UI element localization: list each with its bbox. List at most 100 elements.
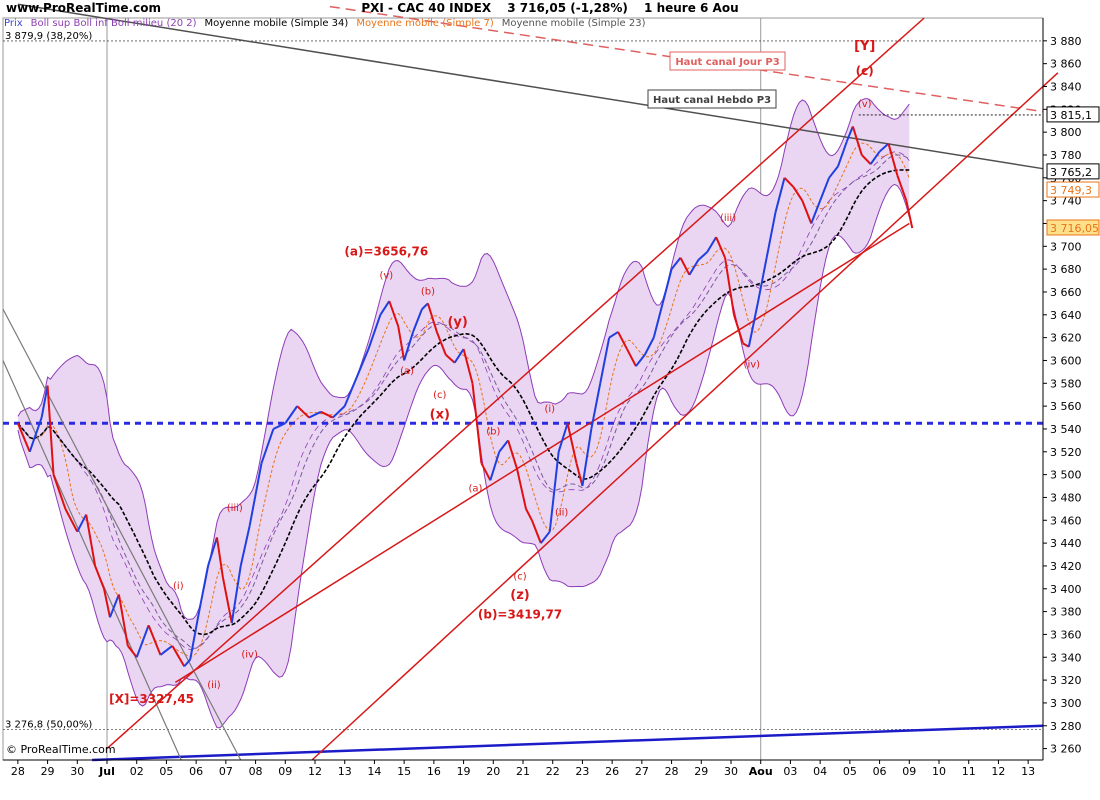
price-segment (575, 462, 584, 487)
price-segment (109, 594, 120, 618)
x-tick-label: 07 (219, 765, 233, 778)
price-segment (471, 383, 483, 464)
price-segment (198, 565, 210, 612)
trendline-label: Haut canal Hebdo P3 (653, 95, 771, 106)
x-tick-label: 13 (1021, 765, 1035, 778)
y-tick-label: 3 460 (1050, 514, 1082, 527)
y-tick-label: 3 500 (1050, 469, 1082, 482)
price-segment (819, 177, 830, 202)
price-segment (905, 200, 914, 229)
y-tick-label: 3 680 (1050, 263, 1082, 276)
wave-label: (v) (858, 99, 872, 110)
x-tick-label: 22 (546, 765, 560, 778)
price-tag: 3 749,3 (1050, 184, 1092, 197)
price-series (16, 126, 914, 668)
price-segment (608, 331, 619, 339)
price-segment (64, 508, 79, 533)
y-tick-label: 3 340 (1050, 651, 1082, 664)
price-segment (308, 410, 322, 419)
y-tick-label: 3 620 (1050, 332, 1082, 345)
price-segment (76, 514, 88, 533)
wave-label: (c) (856, 64, 874, 78)
wave-label: (b)=3419,77 (478, 607, 562, 621)
wave-label: (b) (486, 427, 500, 438)
trendline-label-box (669, 51, 786, 71)
price-segment (869, 150, 881, 165)
price-segment (715, 236, 726, 259)
trendlines: 3 879,9 (38,20%) 3 276,8 (50,00%) Haut can… (2, 3, 1059, 762)
y-tick-label: 3 520 (1050, 446, 1082, 459)
y-tick-label: 3 780 (1050, 149, 1082, 162)
ticker: PXI - CAC 40 INDEX (361, 1, 492, 15)
y-axis: 3 260 3 280 3 300 3 320 3 340 3 360 3 380 3 400… (1042, 18, 1082, 760)
price-segment (626, 348, 637, 367)
price-segment (783, 177, 795, 188)
wave-annotations: [Y] (c) (v) (a)=3656,76 (v) (b) (y) (a) (c) (x) (i… (109, 39, 875, 706)
price-tag-box (1046, 219, 1100, 236)
price-segment (239, 525, 251, 567)
legend-item: Moyenne mobile (Simple 7) (356, 18, 494, 29)
x-tick-label: 30 (70, 765, 84, 778)
price-tag-box (1046, 181, 1100, 198)
x-tick-label: 29 (694, 765, 708, 778)
price-segment (887, 143, 899, 176)
y-tick-label: 3 260 (1050, 743, 1082, 756)
price-segment (557, 422, 569, 453)
price-segment (403, 331, 415, 361)
downtrend-line (2, 360, 182, 761)
wave-label: (i) (173, 581, 184, 592)
price-segment (617, 331, 628, 350)
x-tick-label: Jul (98, 765, 115, 778)
price-segment (661, 268, 673, 304)
sma7-line (17, 142, 910, 657)
wave-label: (x) (430, 408, 450, 423)
x-tick-label: 12 (308, 765, 322, 778)
price-segment (861, 154, 872, 165)
price-segment (272, 422, 286, 430)
downtrend-line (2, 308, 242, 761)
price-segment (742, 342, 750, 348)
price-segment (679, 257, 691, 276)
moving-averages (17, 142, 910, 657)
trendline-label-box (647, 89, 777, 109)
y-tick-label: 3 280 (1050, 720, 1082, 733)
legend-item: Prix (4, 18, 23, 29)
copyright: © ProRealTime.com (6, 743, 116, 756)
x-tick-label: 09 (902, 765, 916, 778)
price-segment (507, 440, 519, 470)
y-tick-label: 3 600 (1050, 354, 1082, 367)
indicator-legend: Prix Boll sup Boll inf Boll milieu (20 2)… (4, 18, 654, 29)
price-segment (388, 300, 400, 327)
x-tick-label: 30 (724, 765, 738, 778)
price-segment (379, 300, 391, 316)
price-segment (355, 348, 370, 378)
x-tick-label: 23 (575, 765, 589, 778)
price-segment (127, 645, 138, 658)
y-tick-label: 3 360 (1050, 628, 1082, 641)
price-segment (85, 514, 97, 567)
y-tick-label: 3 440 (1050, 537, 1082, 550)
wave-label: (v) (379, 270, 393, 281)
price-segment (435, 331, 447, 356)
price-segment (215, 537, 224, 578)
wave-label: [Y] (854, 39, 875, 54)
x-tick-label: 04 (813, 765, 827, 778)
y-tick-label: 3 560 (1050, 400, 1082, 413)
price-segment (635, 354, 646, 367)
y-tick-label: 3 740 (1050, 195, 1082, 208)
price-segment (837, 140, 848, 167)
price-segment (774, 177, 786, 213)
price-segment (343, 377, 358, 407)
y-tick-label: 3 300 (1050, 697, 1082, 710)
price-segment (207, 537, 218, 567)
y-tick-label: 3 640 (1050, 309, 1082, 322)
price-segment (566, 423, 578, 464)
x-tick-label: 11 (962, 765, 976, 778)
wave-label: (iii) (720, 213, 736, 224)
y-tick-label: 3 380 (1050, 606, 1082, 619)
site-name[interactable]: www.ProRealTime.com (6, 1, 161, 15)
price-segment (828, 165, 839, 179)
sma23-line (17, 154, 910, 649)
price-segment (135, 624, 150, 658)
x-axis: 28 29 30 Jul 02 05 06 07 08 09 12 13 14 15 16 19 20 21 22 2… (3, 759, 1043, 778)
